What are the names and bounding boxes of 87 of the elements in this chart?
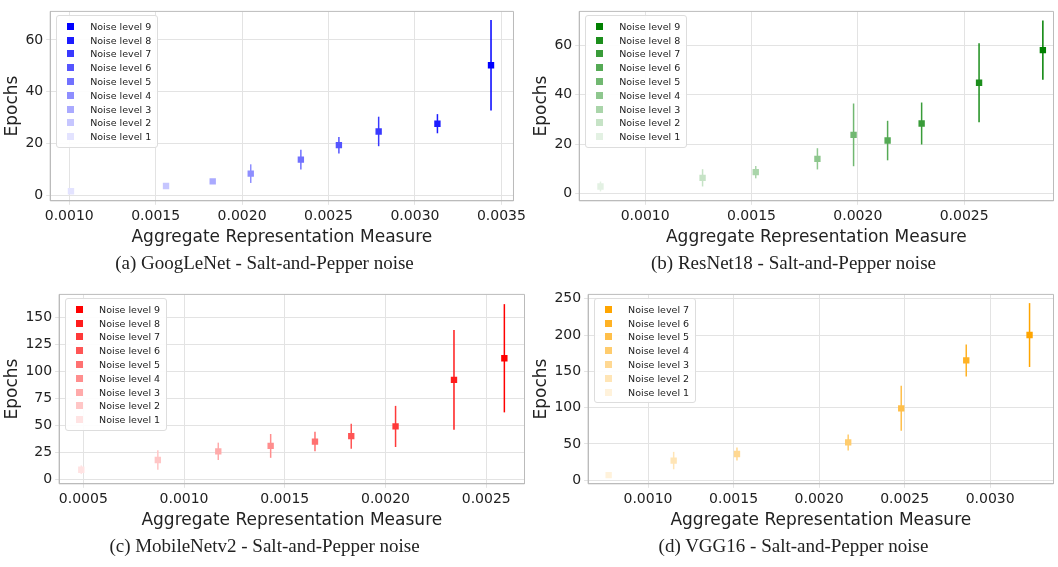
y-tick-label: 60 [25, 30, 44, 47]
x-tick-label: 0.0030 [965, 489, 1015, 506]
y-tick-label: 150 [25, 307, 53, 324]
legend-label: Noise level 8 [619, 34, 681, 46]
legend-label: Noise level 1 [619, 131, 681, 143]
y-tick-label: 40 [554, 85, 573, 102]
y-axis-title: Epochs [529, 75, 550, 137]
x-tick-label: 0.0025 [461, 489, 511, 506]
text: (c) MobileNetv2 - Salt-and-Pepper noise [108, 535, 421, 557]
y-tick-label: 0 [34, 185, 44, 202]
x-axis-title: Aggregate Representation Measure [131, 226, 433, 247]
legend-label: Noise level 6 [99, 345, 161, 357]
x-tick-label: 0.0025 [880, 489, 930, 506]
legend-label: Noise level 7 [628, 303, 690, 315]
y-tick-label: 50 [563, 434, 582, 451]
legend-label: Noise level 1 [90, 131, 152, 143]
y-tick-label: 25 [34, 443, 53, 460]
y-axis-title: Epochs [0, 75, 21, 137]
legend-label: Noise level 5 [628, 331, 690, 343]
legend-label: Noise level 4 [90, 89, 152, 101]
y-tick-label: 0 [572, 470, 582, 487]
text: (b) ResNet18 - Salt-and-Pepper noise [650, 252, 937, 274]
legend-label: Noise level 2 [90, 117, 152, 129]
legend-label: Noise level 3 [90, 103, 152, 115]
legend-label: Noise level 5 [99, 358, 161, 370]
legend-label: Noise level 9 [619, 20, 681, 32]
text: (d) VGG16 - Salt-and-Pepper noise [657, 535, 930, 557]
x-tick-label: 0.0010 [44, 206, 94, 223]
legend-label: Noise level 6 [90, 62, 152, 74]
legend-label: Noise level 9 [99, 303, 161, 315]
legend-label: Noise level 2 [99, 400, 161, 412]
x-tick-label: 0.0020 [794, 489, 844, 506]
y-tick-label: 150 [554, 361, 582, 378]
x-axis-title: Aggregate Representation Measure [665, 226, 967, 247]
x-tick-label: 0.0020 [217, 206, 267, 223]
legend-label: Noise level 6 [628, 317, 690, 329]
legend-label: Noise level 1 [628, 386, 690, 398]
y-tick-label: 50 [34, 416, 53, 432]
legend-label: Noise level 7 [619, 48, 681, 60]
legend-label: Noise level 3 [99, 386, 161, 398]
x-tick-label: 0.0035 [476, 206, 526, 223]
y-tick-label: 75 [34, 388, 53, 405]
y-tick-label: 40 [25, 82, 44, 99]
x-tick-label: 0.0025 [939, 206, 989, 223]
x-tick-label: 0.0030 [390, 206, 440, 223]
y-tick-label: 20 [25, 134, 44, 150]
legend-label: Noise level 2 [619, 117, 681, 129]
y-tick-label: 200 [554, 325, 582, 342]
legend-label: Noise level 9 [90, 20, 152, 32]
y-tick-label: 0 [563, 184, 573, 201]
legend-label: Noise level 3 [628, 358, 690, 370]
y-tick-label: 250 [554, 289, 582, 306]
legend-label: Noise level 3 [619, 103, 681, 115]
text: (a) GoogLeNet - Salt-and-Pepper noise [114, 252, 415, 274]
x-tick-label: 0.0015 [131, 206, 181, 223]
x-axis-title: Aggregate Representation Measure [670, 509, 972, 530]
x-tick-label: 0.0015 [709, 489, 759, 506]
legend-label: Noise level 4 [628, 345, 690, 357]
x-tick-label: 0.0005 [58, 489, 108, 506]
legend-label: Noise level 6 [619, 62, 681, 74]
legend-label: Noise level 8 [90, 34, 152, 46]
legend-label: Noise level 2 [628, 372, 690, 384]
y-tick-label: 0 [43, 470, 53, 487]
y-tick-label: 125 [25, 334, 53, 351]
x-tick-label: 0.0020 [360, 489, 410, 506]
y-tick-label: 100 [554, 398, 582, 415]
x-tick-label: 0.0015 [726, 206, 776, 223]
legend-label: Noise level 5 [90, 75, 152, 87]
y-tick-label: 60 [554, 35, 573, 52]
legend-label: Noise level 7 [99, 331, 161, 343]
legend-label: Noise level 1 [99, 414, 161, 426]
legend-label: Noise level 8 [99, 317, 161, 329]
legend-label: Noise level 4 [619, 89, 681, 101]
x-tick-label: 0.0010 [159, 489, 209, 506]
y-tick-label: 100 [25, 361, 53, 378]
y-tick-label: 20 [554, 134, 573, 151]
legend-label: Noise level 7 [90, 48, 152, 60]
legend-label: Noise level 5 [619, 75, 681, 87]
x-axis-title: Aggregate Representation Measure [141, 509, 443, 530]
y-axis-title: Epochs [0, 358, 21, 420]
y-axis-title: Epochs [529, 358, 550, 420]
x-tick-label: 0.0020 [833, 206, 883, 223]
x-tick-label: 0.0010 [623, 489, 673, 506]
x-tick-label: 0.0010 [620, 206, 670, 223]
legend-label: Noise level 4 [99, 372, 161, 384]
x-tick-label: 0.0015 [260, 489, 310, 506]
x-tick-label: 0.0025 [304, 206, 354, 223]
